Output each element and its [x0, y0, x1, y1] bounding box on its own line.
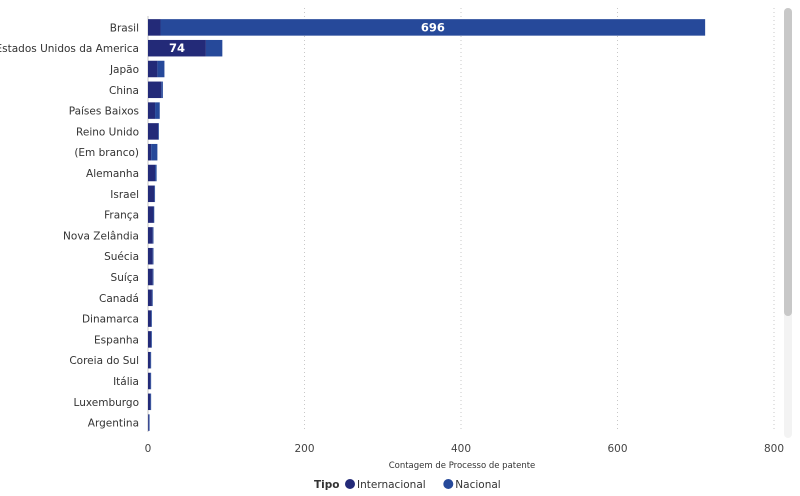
bar-suica-internacional[interactable]: [148, 268, 153, 286]
bar-italia-nacional[interactable]: [150, 372, 152, 390]
bar-franca-internacional[interactable]: [148, 206, 154, 223]
bar-israel-nacional[interactable]: [154, 185, 156, 203]
grid-lines: [147, 8, 775, 432]
category-label-espanha: Espanha: [94, 334, 139, 346]
category-label-canada: Canadá: [99, 293, 139, 305]
data-label-estados-unidos-da-america: 74: [169, 41, 185, 55]
bar-em-branco-nacional[interactable]: [151, 143, 158, 161]
legend-marker-nacional: [443, 479, 454, 489]
category-label-argentina: Argentina: [88, 418, 139, 430]
bar-japao-nacional[interactable]: [157, 60, 165, 78]
category-label-em-branco: (Em branco): [74, 147, 139, 159]
category-label-suica: Suíça: [111, 272, 139, 284]
category-label-brasil: Brasil: [110, 22, 139, 34]
bar-espanha-internacional[interactable]: [148, 331, 152, 348]
x-axis-ticks: 0 200 400 600 800: [145, 443, 784, 455]
category-label-paises-baixos: Países Baixos: [69, 106, 139, 118]
bar-brasil-internacional[interactable]: [148, 19, 161, 36]
category-label-alemanha: Alemanha: [86, 168, 139, 180]
bar-japao-internacional[interactable]: [148, 60, 158, 78]
bar-espanha-nacional[interactable]: [151, 331, 152, 348]
category-label-nova-zelandia: Nova Zelândia: [63, 230, 139, 242]
bar-suecia-nacional[interactable]: [152, 247, 154, 265]
legend-label-internacional[interactable]: Internacional: [357, 479, 426, 491]
bar-alemanha-internacional[interactable]: [148, 164, 156, 182]
x-tick-label-0: 0: [145, 443, 152, 455]
bar-argentina-nacional[interactable]: [148, 414, 150, 431]
bar-suica-nacional[interactable]: [152, 268, 154, 286]
bar-suecia-internacional[interactable]: [148, 247, 153, 265]
bar-brasil-nacional[interactable]: [160, 19, 706, 36]
bar-china-internacional[interactable]: [148, 81, 162, 99]
category-label-franca: França: [104, 210, 139, 222]
category-label-dinamarca: Dinamarca: [82, 314, 139, 326]
bar-luxemburgo-internacional[interactable]: [148, 393, 151, 411]
data-labels: 696 74: [169, 20, 445, 55]
bar-canada-internacional[interactable]: [148, 289, 152, 307]
category-label-japao: Japão: [109, 64, 139, 76]
bar-em-branco-internacional[interactable]: [148, 143, 152, 161]
category-label-estados-unidos-da-america: Estados Unidos da America: [0, 43, 139, 55]
x-axis-title: Contagem de Processo de patente: [389, 461, 536, 471]
legend-title: Tipo: [314, 479, 340, 491]
legend: Tipo Internacional Nacional: [314, 479, 501, 491]
bar-paises-baixos-nacional[interactable]: [155, 102, 160, 119]
x-tick-label-600: 600: [607, 443, 627, 455]
legend-label-nacional[interactable]: Nacional: [455, 479, 500, 491]
bar-coreia-do-sul-internacional[interactable]: [148, 351, 151, 369]
category-labels: Brasil Estados Unidos da America Japão Chin…: [0, 22, 139, 429]
category-label-coreia-do-sul: Coreia do Sul: [69, 355, 139, 367]
bar-china-nacional[interactable]: [161, 81, 163, 99]
legend-marker-internacional: [345, 479, 355, 489]
scrollbar-thumb[interactable]: [784, 8, 792, 316]
bar-estados-unidos-da-america-nacional[interactable]: [205, 39, 223, 57]
bar-italia-internacional[interactable]: [148, 372, 151, 390]
bar-coreia-do-sul-nacional[interactable]: [150, 351, 152, 369]
bar-paises-baixos-internacional[interactable]: [148, 102, 156, 119]
bars: [148, 19, 706, 431]
data-label-brasil: 696: [421, 20, 445, 34]
category-label-china: China: [109, 85, 139, 97]
bar-nova-zelandia-internacional[interactable]: [148, 227, 153, 244]
x-tick-label-200: 200: [294, 443, 314, 455]
category-label-israel: Israel: [110, 189, 139, 201]
category-label-reino-unido: Reino Unido: [76, 126, 139, 138]
bar-franca-nacional[interactable]: [153, 206, 155, 223]
category-label-suecia: Suécia: [104, 251, 139, 263]
bar-argentina-internacional[interactable]: [148, 414, 149, 431]
bar-israel-internacional[interactable]: [148, 185, 155, 203]
x-tick-label-400: 400: [451, 443, 471, 455]
bar-luxemburgo-nacional[interactable]: [150, 393, 152, 411]
bar-reino-unido-nacional[interactable]: [158, 123, 159, 140]
bar-dinamarca-internacional[interactable]: [148, 310, 152, 327]
category-label-luxemburgo: Luxemburgo: [74, 397, 139, 409]
bar-estados-unidos-da-america-internacional[interactable]: [148, 39, 206, 57]
category-label-italia: Itália: [113, 376, 139, 388]
bar-canada-nacional[interactable]: [151, 289, 153, 307]
bar-reino-unido-internacional[interactable]: [148, 123, 159, 140]
bar-nova-zelandia-nacional[interactable]: [152, 227, 154, 244]
x-tick-label-800: 800: [764, 443, 784, 455]
bar-dinamarca-nacional[interactable]: [151, 310, 152, 327]
bar-alemanha-nacional[interactable]: [155, 164, 157, 182]
